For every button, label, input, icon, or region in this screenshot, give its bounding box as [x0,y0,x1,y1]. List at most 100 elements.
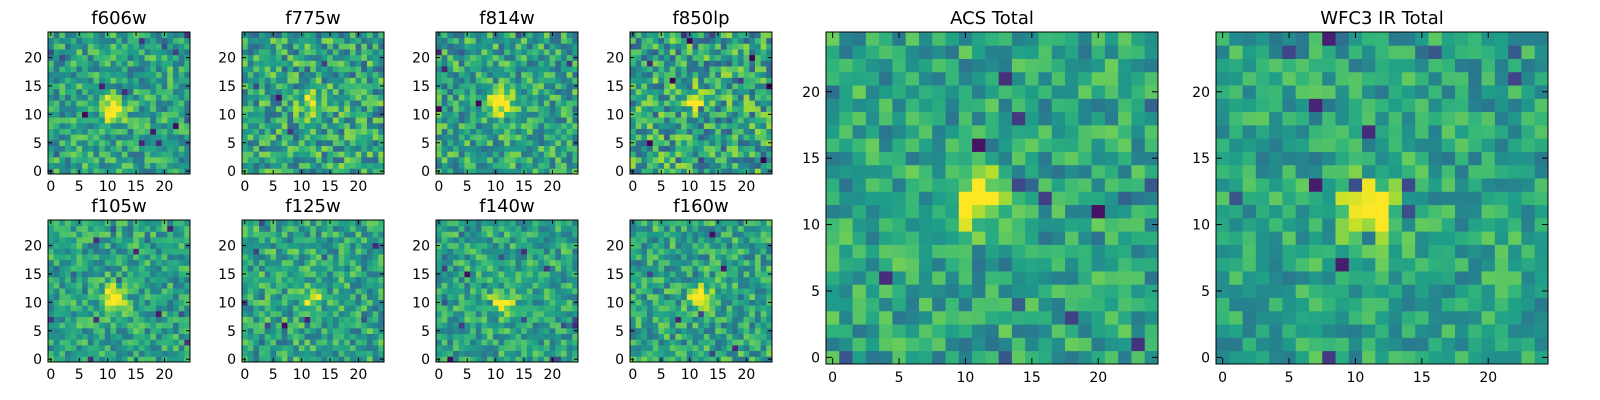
heatmap-cell [355,327,362,334]
heatmap-cell [127,122,134,129]
heatmap-cell [138,77,145,84]
heatmap-cell [242,60,249,67]
heatmap-cell [737,293,744,300]
heatmap-cell [133,316,140,323]
heatmap-cell [698,333,705,340]
heatmap-cell [155,333,162,340]
heatmap-cell [172,356,180,363]
heatmap-cell [681,282,688,289]
heatmap-cell [127,350,134,357]
heatmap-cell [487,288,494,295]
heatmap-cell [304,111,311,118]
heatmap-cell [692,322,699,329]
heatmap-cell [515,139,522,146]
heatmap-cell [138,32,145,39]
heatmap-cell [82,100,89,107]
heatmap-cell [726,77,733,84]
heatmap-cell [509,117,516,124]
heatmap-cell [270,282,277,289]
heatmap-cell [726,83,733,90]
heatmap-cell [635,128,642,135]
heatmap-cell [133,327,140,334]
heatmap-cell [167,276,174,283]
heatmap-cell [276,322,283,329]
heatmap-cell [572,66,579,73]
heatmap-cell [104,265,111,272]
heatmap-cell [658,305,665,312]
heatmap-cell [464,111,471,118]
heatmap-cell [70,327,77,334]
heatmap-cell [338,122,345,129]
heatmap-cell [515,333,522,340]
heatmap-cell [366,242,374,249]
heatmap-cell [681,145,688,152]
heatmap-cell [304,32,311,39]
heatmap-cell [560,66,568,73]
heatmap-cell [70,220,77,227]
heatmap-cell [138,225,145,232]
heatmap-cell [259,220,266,227]
heatmap-cell [304,237,311,244]
heatmap-cell [281,276,288,283]
heatmap-cell [703,162,710,169]
heatmap-cell [321,282,328,289]
heatmap-cell [453,254,460,261]
heatmap-cell [760,276,767,283]
heatmap-cell [664,88,671,95]
heatmap-cell [686,139,693,146]
heatmap-cell [242,276,249,283]
heatmap-cell [549,322,556,329]
heatmap-cell [315,43,322,50]
heatmap-cell [65,145,72,152]
heatmap-cell [453,333,460,340]
heatmap-cell [172,237,180,244]
heatmap-cell [155,356,162,363]
heatmap-cell [178,293,185,300]
heatmap-cell [161,265,168,272]
heatmap-cell [447,156,454,164]
heatmap-cell [743,310,750,317]
heatmap-cell [664,71,671,78]
heatmap-cell [481,105,488,112]
y-tick-label: 5 [615,136,624,152]
heatmap-cell [464,276,471,283]
heatmap-cell [681,299,688,306]
heatmap-cell [692,37,699,44]
heatmap-cell [349,322,356,329]
heatmap-cell [172,282,180,289]
heatmap-cell [743,111,750,118]
heatmap-cell [99,299,106,306]
heatmap-cell [760,60,767,67]
heatmap-cell [315,316,322,323]
heatmap-cell [327,259,334,266]
heatmap-cell [715,293,722,300]
heatmap-cell [361,105,368,112]
heatmap-cell [298,88,305,95]
heatmap-cell [172,60,180,67]
heatmap-cell [720,276,727,283]
heatmap-cell [298,333,305,340]
heatmap-cell [635,43,642,50]
heatmap-cell [715,122,722,129]
heatmap-cell [150,100,157,107]
heatmap-cell [287,122,294,129]
heatmap-cell [509,271,516,278]
heatmap-cell [754,356,762,363]
heatmap-cell [70,111,77,118]
heatmap-cell [127,145,134,152]
heatmap-cell [327,316,334,323]
heatmap-cell [692,271,699,278]
heatmap-cell [492,242,499,249]
heatmap-cell [681,100,688,107]
heatmap-cell [458,242,465,249]
heatmap-cell [475,168,482,175]
heatmap-cell [349,88,356,95]
heatmap-cell [344,333,351,340]
heatmap-cell [498,282,505,289]
heatmap-cell [133,71,140,78]
heatmap-cell [464,231,471,238]
heatmap-cell [138,231,145,238]
heatmap-cell [641,32,648,39]
heatmap-cell [709,350,716,357]
heatmap-cell [378,339,385,346]
